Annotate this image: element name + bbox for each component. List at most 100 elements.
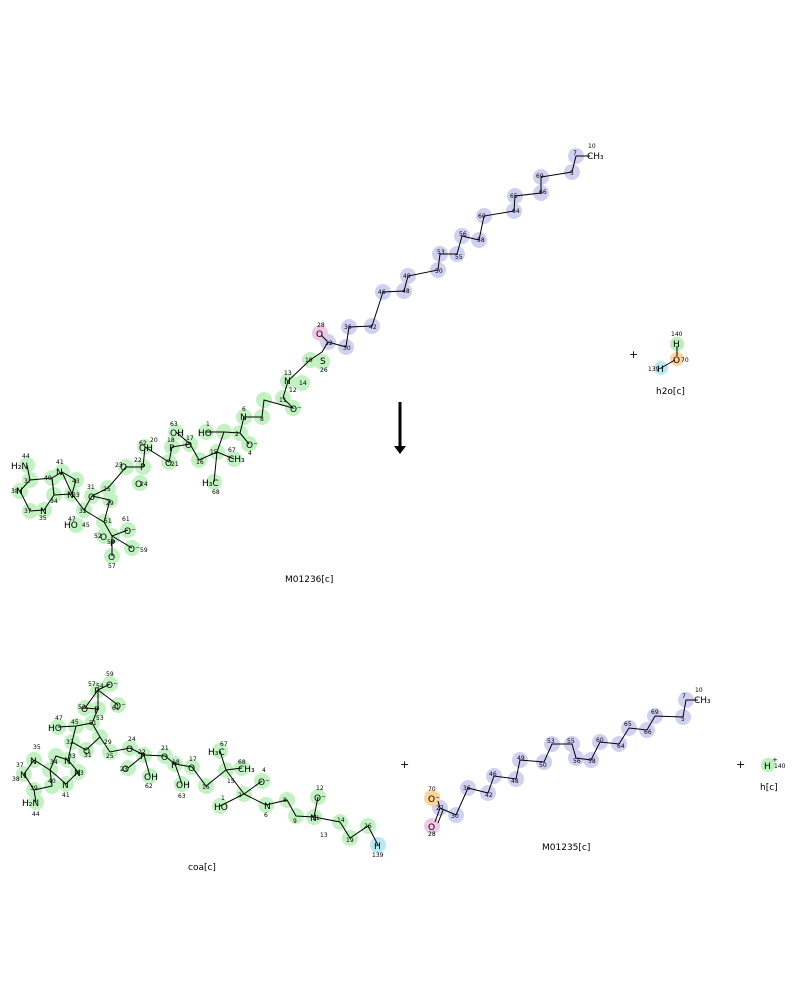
svg-text:O⁻: O⁻ <box>246 441 258 451</box>
svg-text:37: 37 <box>24 508 32 515</box>
svg-text:45: 45 <box>82 522 90 529</box>
svg-text:139: 139 <box>372 852 384 859</box>
svg-text:H: H <box>673 340 680 350</box>
svg-text:33: 33 <box>72 492 80 499</box>
plus-operator-2: + <box>400 758 409 771</box>
svg-text:51: 51 <box>89 720 97 727</box>
m01235-atom-labels: CH₃ O⁻ O <box>428 696 711 833</box>
svg-text:56: 56 <box>573 758 581 765</box>
svg-text:H₂N: H₂N <box>11 462 28 472</box>
svg-text:16: 16 <box>196 459 204 466</box>
svg-text:HO: HO <box>48 724 62 734</box>
svg-text:P: P <box>140 463 146 473</box>
svg-text:H: H <box>374 842 381 852</box>
svg-text:66: 66 <box>644 729 652 736</box>
svg-text:58: 58 <box>477 237 485 244</box>
svg-text:41: 41 <box>62 792 70 799</box>
svg-text:58: 58 <box>588 758 596 765</box>
svg-text:63: 63 <box>170 421 178 428</box>
svg-text:+: + <box>772 756 778 764</box>
svg-text:23: 23 <box>120 766 128 773</box>
svg-text:HO: HO <box>198 429 212 439</box>
svg-text:O⁻: O⁻ <box>106 681 118 691</box>
svg-text:20: 20 <box>150 437 158 444</box>
reaction-arrow <box>394 402 406 454</box>
svg-text:8: 8 <box>260 416 264 423</box>
m01235-label: M01235[c] <box>542 843 590 853</box>
m01235-highlights <box>432 692 694 823</box>
svg-text:O: O <box>161 753 168 763</box>
svg-text:35: 35 <box>33 744 41 751</box>
svg-text:44: 44 <box>32 811 40 818</box>
svg-text:N: N <box>20 771 27 781</box>
svg-text:OH: OH <box>176 781 190 791</box>
svg-text:N: N <box>40 507 47 517</box>
svg-text:34: 34 <box>50 498 58 505</box>
svg-text:63: 63 <box>178 793 186 800</box>
svg-text:O⁻: O⁻ <box>258 778 270 788</box>
svg-text:49: 49 <box>517 755 525 762</box>
svg-text:12: 12 <box>316 785 324 792</box>
svg-text:70: 70 <box>428 786 436 793</box>
plus-operator: + <box>629 348 638 361</box>
svg-text:4: 4 <box>262 767 266 774</box>
svg-text:27: 27 <box>436 805 444 812</box>
svg-text:CH₃: CH₃ <box>238 765 255 775</box>
svg-text:40: 40 <box>48 778 56 785</box>
svg-text:19: 19 <box>346 837 354 844</box>
svg-text:62: 62 <box>145 783 153 790</box>
svg-text:40: 40 <box>44 475 52 482</box>
svg-text:34: 34 <box>50 759 58 766</box>
molecule-h: H + 140 h[c] <box>760 756 786 793</box>
svg-text:O: O <box>120 463 127 473</box>
svg-text:N: N <box>310 814 317 824</box>
svg-text:54: 54 <box>96 683 104 690</box>
svg-text:7: 7 <box>573 150 577 157</box>
svg-text:O⁻: O⁻ <box>124 527 136 537</box>
svg-text:140: 140 <box>774 763 786 770</box>
svg-text:68: 68 <box>212 489 220 496</box>
svg-text:O: O <box>81 705 88 715</box>
svg-text:32: 32 <box>66 739 74 746</box>
svg-text:36: 36 <box>344 324 352 331</box>
svg-text:22: 22 <box>134 457 142 464</box>
svg-text:37: 37 <box>16 762 24 769</box>
svg-text:53: 53 <box>107 539 115 546</box>
svg-text:1: 1 <box>221 795 225 802</box>
svg-text:22: 22 <box>138 749 146 756</box>
svg-text:11: 11 <box>312 815 320 822</box>
svg-text:O: O <box>83 747 90 757</box>
svg-text:139: 139 <box>648 366 660 373</box>
svg-text:59: 59 <box>106 671 114 678</box>
svg-text:47: 47 <box>55 715 63 722</box>
svg-text:N: N <box>56 468 63 478</box>
svg-text:HO: HO <box>64 521 78 531</box>
svg-text:10: 10 <box>588 143 596 150</box>
m01235-bonds <box>434 699 698 824</box>
molecule-m01236: CH₃ O S N O⁻ N O⁻ HO CH₃ H₃C O OH P O OH… <box>11 143 604 585</box>
svg-text:33: 33 <box>68 753 76 760</box>
svg-text:64: 64 <box>617 743 625 750</box>
svg-text:48: 48 <box>402 288 410 295</box>
svg-text:N: N <box>284 377 291 387</box>
m01236-atom-labels: CH₃ O S N O⁻ N O⁻ HO CH₃ H₃C O OH P O OH… <box>11 152 604 563</box>
svg-text:56: 56 <box>459 231 467 238</box>
svg-text:65: 65 <box>510 193 518 200</box>
svg-text:O: O <box>122 765 129 775</box>
svg-text:5: 5 <box>681 716 685 723</box>
svg-text:H₃C: H₃C <box>208 748 225 758</box>
svg-text:57: 57 <box>88 681 96 688</box>
svg-text:25: 25 <box>103 486 111 493</box>
svg-text:57: 57 <box>108 563 116 570</box>
svg-text:O: O <box>428 823 435 833</box>
svg-text:O⁻: O⁻ <box>428 795 440 805</box>
svg-text:8: 8 <box>283 797 287 804</box>
svg-text:30: 30 <box>343 345 351 352</box>
svg-text:62: 62 <box>139 440 147 447</box>
svg-text:21: 21 <box>161 745 169 752</box>
svg-text:13: 13 <box>284 370 292 377</box>
svg-text:24: 24 <box>128 736 136 743</box>
svg-text:10: 10 <box>695 687 703 694</box>
svg-text:O⁻: O⁻ <box>314 794 326 804</box>
